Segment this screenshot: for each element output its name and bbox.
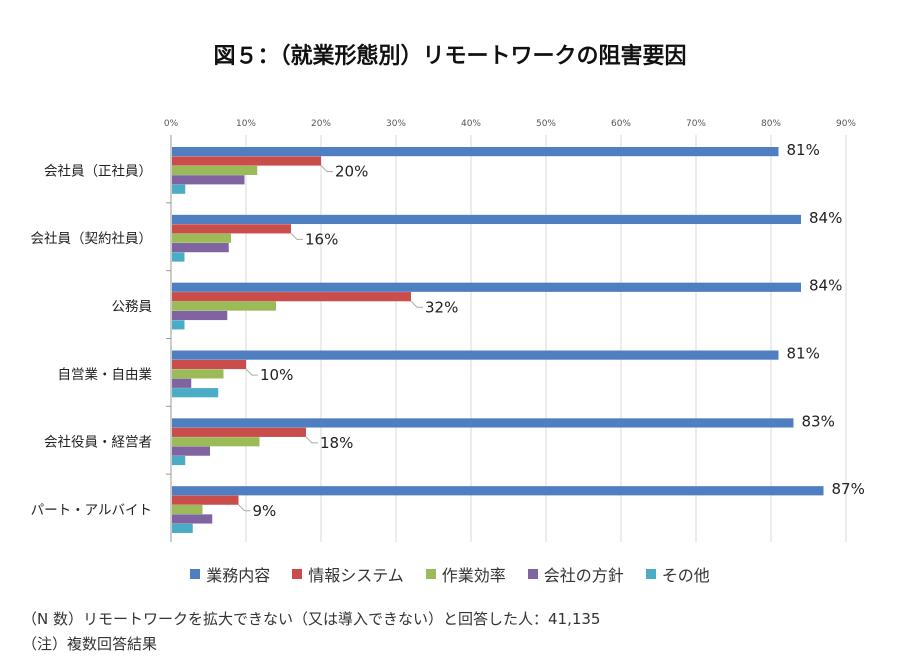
legend-item: 会社の方針	[527, 562, 624, 586]
data-label: 83%	[802, 412, 835, 430]
bar	[172, 252, 185, 262]
x-tick-label: 90%	[836, 119, 856, 129]
data-label: 84%	[809, 277, 842, 295]
bar	[172, 292, 411, 302]
leader-line	[305, 436, 318, 444]
caution-note: （注）複数回答結果	[22, 635, 158, 653]
legend-swatch	[292, 569, 303, 579]
category-label: 会社役員・経営者	[44, 435, 152, 451]
legend: 業務内容 情報システム 作業効率 会社の方針 その他	[0, 562, 900, 586]
bar	[172, 175, 245, 185]
legend-swatch	[645, 569, 656, 579]
x-tick-label: 60%	[611, 119, 631, 129]
x-tick-label: 70%	[686, 119, 706, 129]
x-tick-label: 20%	[311, 119, 331, 129]
data-label: 9%	[253, 502, 277, 520]
legend-swatch	[425, 569, 436, 579]
category-label: 会社員（契約社員）	[31, 231, 153, 247]
legend-label: その他	[661, 566, 710, 585]
leader-line	[238, 504, 251, 512]
bar	[172, 427, 306, 437]
legend-swatch	[527, 569, 538, 579]
bar	[172, 224, 291, 234]
chart-title: 図５：（就業形態別）リモートワークの阻害要因	[213, 44, 687, 69]
bar	[172, 504, 203, 515]
legend-item: 業務内容	[190, 562, 270, 586]
x-tick-label: 30%	[386, 119, 406, 129]
x-tick-label: 10%	[236, 119, 256, 129]
data-label: 10%	[260, 366, 293, 384]
legend-item: その他	[645, 562, 710, 586]
bar	[172, 214, 801, 225]
data-label: 81%	[787, 141, 820, 159]
sample-size-note: （N 数）リモートワークを拡大できない（又は導入できない）と回答した人：41,1…	[22, 610, 601, 628]
leader-line	[290, 233, 303, 240]
x-tick-label: 50%	[536, 119, 556, 129]
legend-swatch	[190, 569, 201, 579]
bar-chart: 0% 10% 20% 30% 40% 50% 60% 70% 80% 90% 会社員（正社員） 81%…	[31, 119, 865, 542]
bar	[172, 418, 794, 428]
data-label: 84%	[809, 209, 842, 227]
data-label: 20%	[335, 163, 368, 181]
bar	[172, 378, 192, 388]
bar	[172, 233, 231, 243]
bar	[172, 437, 260, 447]
bar	[172, 369, 224, 379]
leader-line	[245, 368, 258, 376]
bar	[172, 320, 185, 330]
bar	[172, 156, 321, 166]
leader-line	[410, 300, 423, 308]
legend-item: 作業効率	[425, 562, 506, 586]
legend-label: 業務内容	[206, 566, 271, 585]
bar	[172, 523, 193, 533]
legend-item: 情報システム	[292, 562, 404, 586]
bar	[172, 282, 801, 292]
category-label: パート・アルバイト	[31, 503, 152, 519]
legend-label: 作業効率	[441, 566, 506, 585]
x-tick-label: 0%	[164, 119, 179, 129]
bar	[172, 486, 824, 496]
bar	[172, 184, 186, 194]
bar	[172, 446, 210, 456]
x-tick-label: 80%	[761, 119, 781, 129]
data-label: 32%	[425, 298, 458, 316]
bar	[172, 388, 219, 398]
data-label: 87%	[832, 480, 865, 498]
legend-label: 会社の方針	[543, 566, 624, 585]
data-label: 18%	[320, 434, 353, 452]
category-label: 自営業・自由業	[58, 367, 153, 383]
bar	[172, 165, 258, 175]
bar	[172, 495, 239, 505]
bar	[172, 455, 186, 466]
bar	[172, 359, 246, 370]
category-label: 公務員	[112, 299, 153, 315]
data-label: 81%	[787, 345, 820, 363]
bar	[172, 243, 229, 253]
legend-label: 情報システム	[308, 566, 404, 585]
bar	[172, 310, 228, 321]
bar	[172, 301, 276, 311]
x-tick-label: 40%	[461, 119, 481, 129]
bar	[172, 514, 213, 524]
leader-line	[320, 165, 333, 173]
bar	[172, 147, 779, 157]
category-label: 会社員（正社員）	[44, 163, 152, 179]
data-label: 16%	[305, 230, 338, 248]
bar	[172, 350, 779, 360]
